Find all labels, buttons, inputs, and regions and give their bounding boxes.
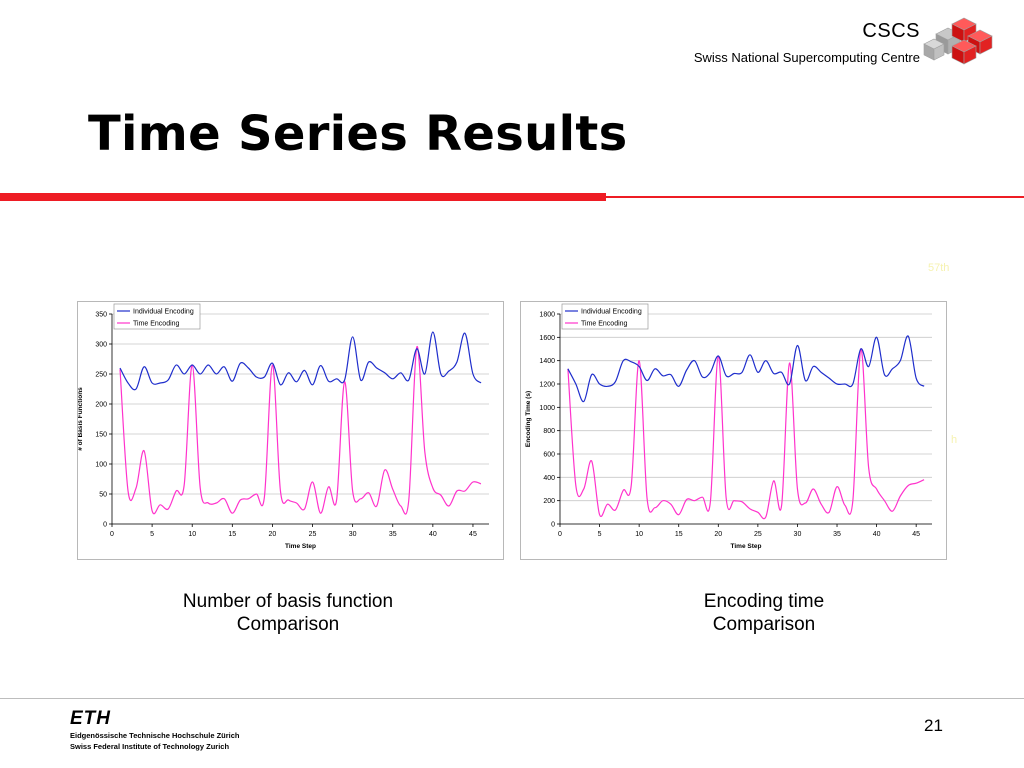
y-tick-label: 100 bbox=[95, 462, 107, 469]
x-tick-label: 45 bbox=[469, 531, 477, 538]
y-tick-label: 150 bbox=[95, 432, 107, 439]
y-tick-label: 1400 bbox=[539, 358, 555, 365]
legend-label: Individual Encoding bbox=[581, 309, 642, 316]
encoding-time-chart: 0 200 400 600 800 1000 1200 1400 1600 1800 0 5 10 15 2… bbox=[520, 301, 947, 560]
y-tick-label: 0 bbox=[103, 522, 107, 529]
org-full-name: Swiss National Supercomputing Centre bbox=[693, 50, 920, 65]
x-tick-label: 20 bbox=[714, 531, 722, 538]
y-tick-label: 350 bbox=[95, 312, 107, 319]
legend-box bbox=[561, 303, 649, 330]
x-tick-label: 35 bbox=[833, 531, 841, 538]
x-tick-label: 30 bbox=[794, 531, 802, 538]
encoding-time-chart-svg: 0 200 400 600 800 1000 1200 1400 1600 1800 0 5 10 15 2… bbox=[525, 303, 932, 550]
x-tick-label: 35 bbox=[389, 531, 397, 538]
x-axis-label: Time Step bbox=[731, 543, 762, 550]
caption-line: Number of basis function bbox=[182, 591, 394, 612]
series-line bbox=[119, 346, 482, 515]
series-line bbox=[567, 335, 925, 403]
y-tick-label: 300 bbox=[95, 342, 107, 349]
x-tick-label: 20 bbox=[269, 531, 277, 538]
slide-title: Time Series Results bbox=[88, 106, 628, 162]
y-tick-label: 50 bbox=[99, 492, 107, 499]
y-tick-label: 1200 bbox=[539, 382, 555, 389]
eth-logo: ETH bbox=[70, 708, 111, 729]
x-tick-label: 45 bbox=[912, 531, 920, 538]
x-tick-label: 25 bbox=[754, 531, 762, 538]
footer-divider bbox=[0, 698, 1024, 699]
caption-encoding-time: Encoding time Comparison bbox=[634, 590, 894, 636]
caption-basis-function: Number of basis function Comparison bbox=[158, 590, 418, 636]
x-tick-label: 30 bbox=[349, 531, 357, 538]
legend-label: Time Encoding bbox=[133, 321, 180, 328]
title-underline-thin bbox=[606, 196, 1024, 198]
x-tick-label: 0 bbox=[558, 531, 562, 538]
y-tick-label: 1600 bbox=[539, 335, 555, 342]
x-tick-label: 15 bbox=[228, 531, 236, 538]
y-tick-label: 250 bbox=[95, 372, 107, 379]
cscs-cubes-logo-icon bbox=[923, 17, 993, 65]
legend-box bbox=[113, 303, 201, 330]
y-tick-label: 200 bbox=[543, 498, 555, 505]
x-tick-label: 5 bbox=[150, 531, 154, 538]
x-tick-label: 25 bbox=[309, 531, 317, 538]
series-line bbox=[567, 348, 925, 520]
x-tick-label: 10 bbox=[188, 531, 196, 538]
x-tick-label: 0 bbox=[110, 531, 114, 538]
y-tick-label: 600 bbox=[543, 452, 555, 459]
eth-name-german: Eidgenössische Technische Hochschule Zür… bbox=[70, 731, 240, 740]
x-tick-label: 40 bbox=[873, 531, 881, 538]
caption-line: Comparison bbox=[236, 614, 340, 635]
basis-function-chart: 0 50 100 150 200 250 300 350 0 5 10 15 20 25 30 35 40 45 T… bbox=[77, 301, 504, 560]
y-axis-label: Encoding Time (s) bbox=[525, 391, 532, 447]
x-tick-label: 10 bbox=[635, 531, 643, 538]
x-tick-label: 40 bbox=[429, 531, 437, 538]
y-axis-label: # of Basis Functions bbox=[78, 387, 84, 451]
x-tick-label: 15 bbox=[675, 531, 683, 538]
eth-name-english: Swiss Federal Institute of Technology Zu… bbox=[70, 742, 230, 751]
page-number: 21 bbox=[924, 716, 943, 735]
y-tick-label: 0 bbox=[551, 522, 555, 529]
y-tick-label: 800 bbox=[543, 428, 555, 435]
caption-line: Encoding time bbox=[703, 591, 825, 612]
legend-label: Individual Encoding bbox=[133, 309, 194, 316]
y-tick-label: 1000 bbox=[539, 405, 555, 412]
caption-line: Comparison bbox=[712, 614, 816, 635]
title-underline-thick bbox=[0, 193, 606, 201]
x-tick-label: 5 bbox=[598, 531, 602, 538]
org-name: CSCS bbox=[862, 20, 920, 42]
x-axis-label: Time Step bbox=[285, 543, 316, 550]
y-tick-label: 200 bbox=[95, 402, 107, 409]
y-tick-label: 400 bbox=[543, 475, 555, 482]
ghost-text: 57th bbox=[928, 262, 950, 274]
series-line bbox=[119, 331, 482, 391]
legend-label: Time Encoding bbox=[581, 321, 628, 328]
ghost-text: h bbox=[951, 434, 958, 446]
y-tick-label: 1800 bbox=[539, 312, 555, 319]
basis-function-chart-svg: 0 50 100 150 200 250 300 350 0 5 10 15 20 25 30 35 40 45 T… bbox=[78, 303, 489, 550]
